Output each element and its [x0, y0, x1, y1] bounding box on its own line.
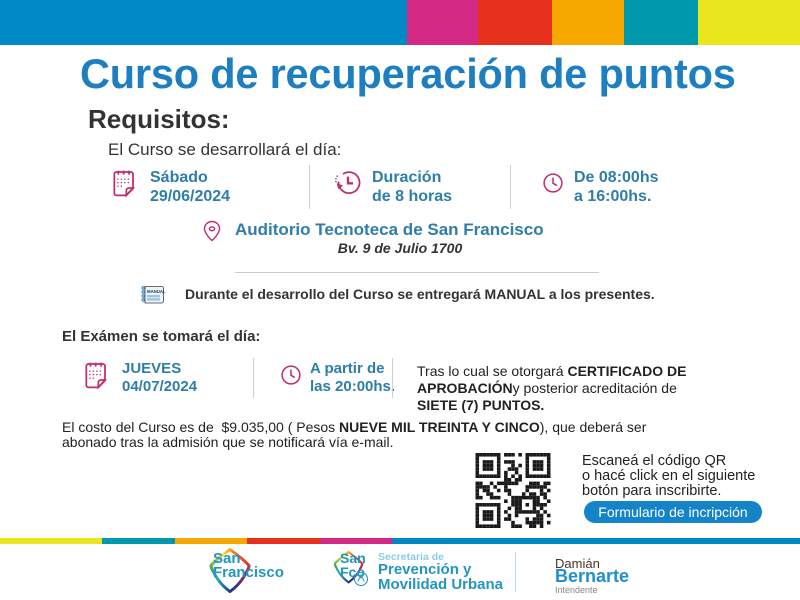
- svg-text:MANUAL: MANUAL: [147, 289, 166, 294]
